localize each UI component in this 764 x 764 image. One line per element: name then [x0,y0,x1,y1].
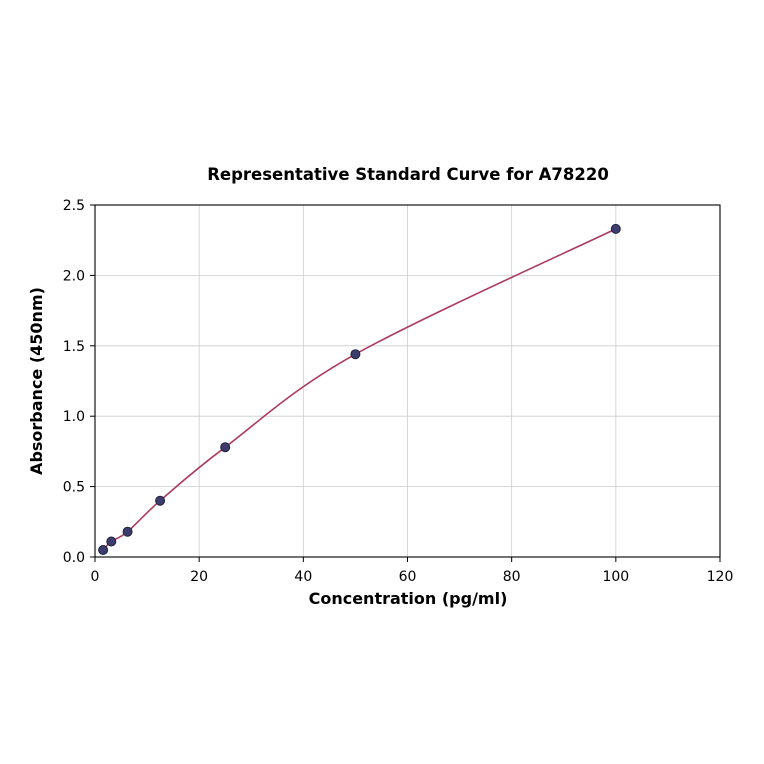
x-tick-label: 0 [91,569,100,585]
chart-title: Representative Standard Curve for A78220 [207,165,609,184]
x-tick-label: 120 [707,569,734,585]
data-point [155,495,166,506]
y-tick-label: 1.5 [63,339,85,355]
y-tick-label: 0.0 [63,550,85,566]
y-tick-label: 1.0 [63,409,85,425]
y-tick-label: 2.0 [63,268,85,284]
data-point [220,442,231,453]
y-tick-label: 0.5 [63,480,85,496]
data-point [350,349,361,360]
x-tick-label: 20 [190,569,208,585]
x-tick-label: 100 [602,569,629,585]
data-point [98,545,109,555]
y-tick-label: 2.5 [63,198,85,214]
x-tick-label: 80 [503,569,521,585]
data-point [106,536,117,547]
data-point [122,526,133,537]
x-tick-label: 60 [399,569,417,585]
x-axis-label: Concentration (pg/ml) [309,589,508,608]
data-point [610,223,621,234]
standard-curve-line [102,228,617,551]
y-axis-label: Absorbance (450nm) [27,287,46,475]
x-tick-label: 40 [294,569,312,585]
